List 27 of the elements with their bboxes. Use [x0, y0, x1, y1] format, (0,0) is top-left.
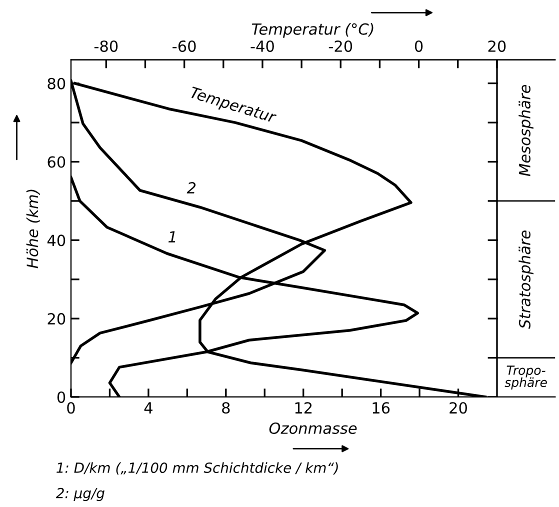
- x-tick-label: 12: [295, 402, 312, 414]
- x2-tick-label: -20: [328, 40, 352, 52]
- text: 1: D/km („1/100 mm Schichtdicke / km“): [56, 462, 338, 475]
- series-label: 2: [186, 182, 196, 194]
- annotation: Stratosphäre: [518, 230, 534, 329]
- x2-tick-label: -80: [94, 40, 118, 52]
- x-tick-label: 20: [450, 402, 467, 414]
- y-tick-label: 60: [48, 156, 66, 168]
- annotation: Mesosphäre: [518, 84, 534, 176]
- annotation: Tropo- sphäre: [504, 366, 547, 390]
- x2-tick-label: 20: [488, 40, 506, 52]
- series-label: 1: [168, 231, 176, 242]
- x2-tick-label: -40: [250, 40, 274, 52]
- x-tick-label: 8: [222, 402, 230, 414]
- x2-tick-label: 0: [414, 40, 423, 52]
- x2-tick-label: -60: [172, 40, 196, 52]
- x2-axis-title: Temperatur (°C): [252, 23, 374, 38]
- x-tick-label: 4: [144, 402, 152, 414]
- x-tick-label: 0: [67, 402, 75, 414]
- x-tick-label: 16: [372, 402, 390, 414]
- y-tick-label: 0: [57, 391, 66, 404]
- y-tick-label: 20: [48, 313, 66, 325]
- x-axis-title: Ozonmasse: [269, 422, 357, 434]
- text: 2: µg/g: [56, 488, 104, 502]
- y-axis-title: Höhe (km): [26, 190, 40, 268]
- y-tick-label: 40: [47, 234, 66, 246]
- y-tick-label: 80: [48, 78, 66, 90]
